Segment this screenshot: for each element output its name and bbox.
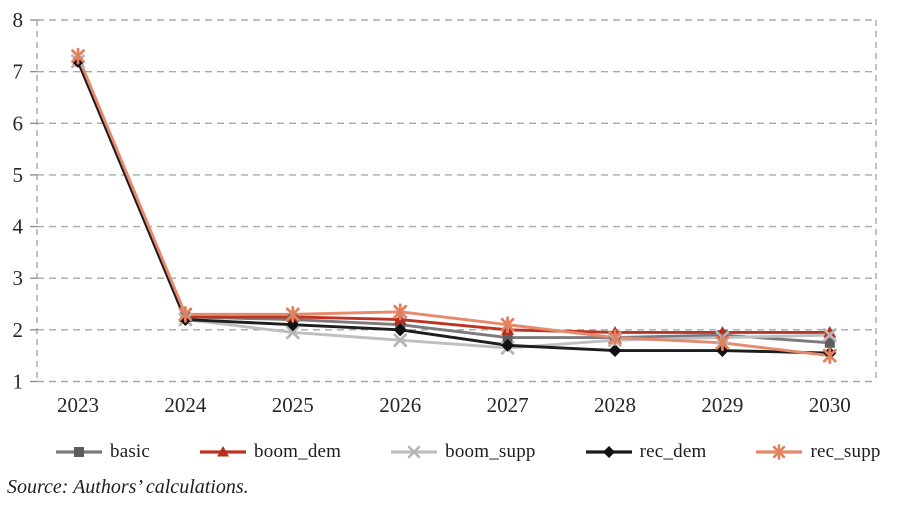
legend-item-rec_supp: rec_supp [755, 441, 880, 463]
y-tick-label: 7 [13, 60, 24, 84]
legend-glyph [74, 447, 84, 457]
legend-item-rec_dem: rec_dem [585, 441, 707, 463]
legend-marker-diamond-icon [585, 446, 632, 458]
y-tick-label: 3 [13, 266, 24, 290]
y-tick-label: 1 [13, 370, 24, 394]
x-tick-label: 2025 [272, 393, 314, 417]
series-line-basic [76, 59, 832, 345]
y-tick-label: 2 [13, 318, 24, 342]
legend-item-boom_supp: boom_supp [390, 441, 535, 463]
legend-label: boom_supp [445, 441, 536, 462]
x-tick-label: 2024 [164, 393, 207, 417]
series-line-boom_supp [76, 59, 832, 350]
series-basic-marker-square [824, 337, 835, 348]
legend-label: basic [110, 441, 151, 462]
legend-item-boom_dem: boom_dem [199, 441, 341, 463]
legend-item-basic: basic [55, 441, 150, 463]
legend-label: rec_dem [639, 441, 707, 462]
series-rec_dem-marker-diamond [501, 338, 515, 352]
source-note: Source: Authors’ calculations. [7, 476, 249, 498]
chart-legend: basic boom_dem boom_supp rec_dem rec_supp [55, 434, 890, 470]
series-rec_dem-marker-diamond [608, 344, 622, 358]
x-tick-label: 2023 [57, 393, 99, 417]
legend-marker-triangle-icon [200, 446, 247, 457]
y-tick-label: 5 [13, 163, 24, 187]
y-tick-label: 8 [13, 8, 24, 32]
legend-label: boom_dem [254, 441, 342, 462]
series-line-rec_dem [76, 59, 832, 355]
x-tick-label: 2028 [594, 393, 636, 417]
legend-label: rec_supp [810, 441, 881, 462]
legend-marker-x-icon [391, 445, 438, 459]
legend-glyph [217, 446, 230, 457]
line-chart: 1 2 3 4 5 6 7 8 2023 2024 2025 2026 2027 2028 2029 2030 [13, 8, 877, 417]
series-boom_supp-marker-x [822, 328, 837, 342]
legend-marker-square-icon [56, 447, 102, 457]
legend-glyph [407, 445, 421, 459]
y-tick-label: 4 [13, 215, 24, 239]
legend-glyph [602, 446, 615, 458]
series-boom_supp-marker-x [393, 333, 408, 348]
series-line-rec_supp [76, 54, 832, 358]
series-boom_supp-marker-x [285, 325, 300, 340]
x-tick-label: 2026 [379, 393, 421, 417]
series-line-boom_dem [76, 59, 832, 334]
x-tick-label: 2029 [701, 393, 743, 417]
x-tick-label: 2027 [487, 393, 529, 417]
series-rec_dem-marker-diamond [393, 323, 407, 337]
x-tick-label: 2030 [809, 393, 851, 417]
series-rec_dem-marker-diamond [286, 318, 300, 332]
chart-canvas: 1 2 3 4 5 6 7 8 2023 2024 2025 2026 2027 2028 2029 2030 [13, 8, 877, 417]
y-tick-label: 6 [13, 111, 24, 135]
series-boom_dem-marker-triangle [823, 325, 837, 338]
series-basic-marker-square [502, 332, 513, 343]
legend-marker-asterisk-icon [756, 444, 803, 460]
